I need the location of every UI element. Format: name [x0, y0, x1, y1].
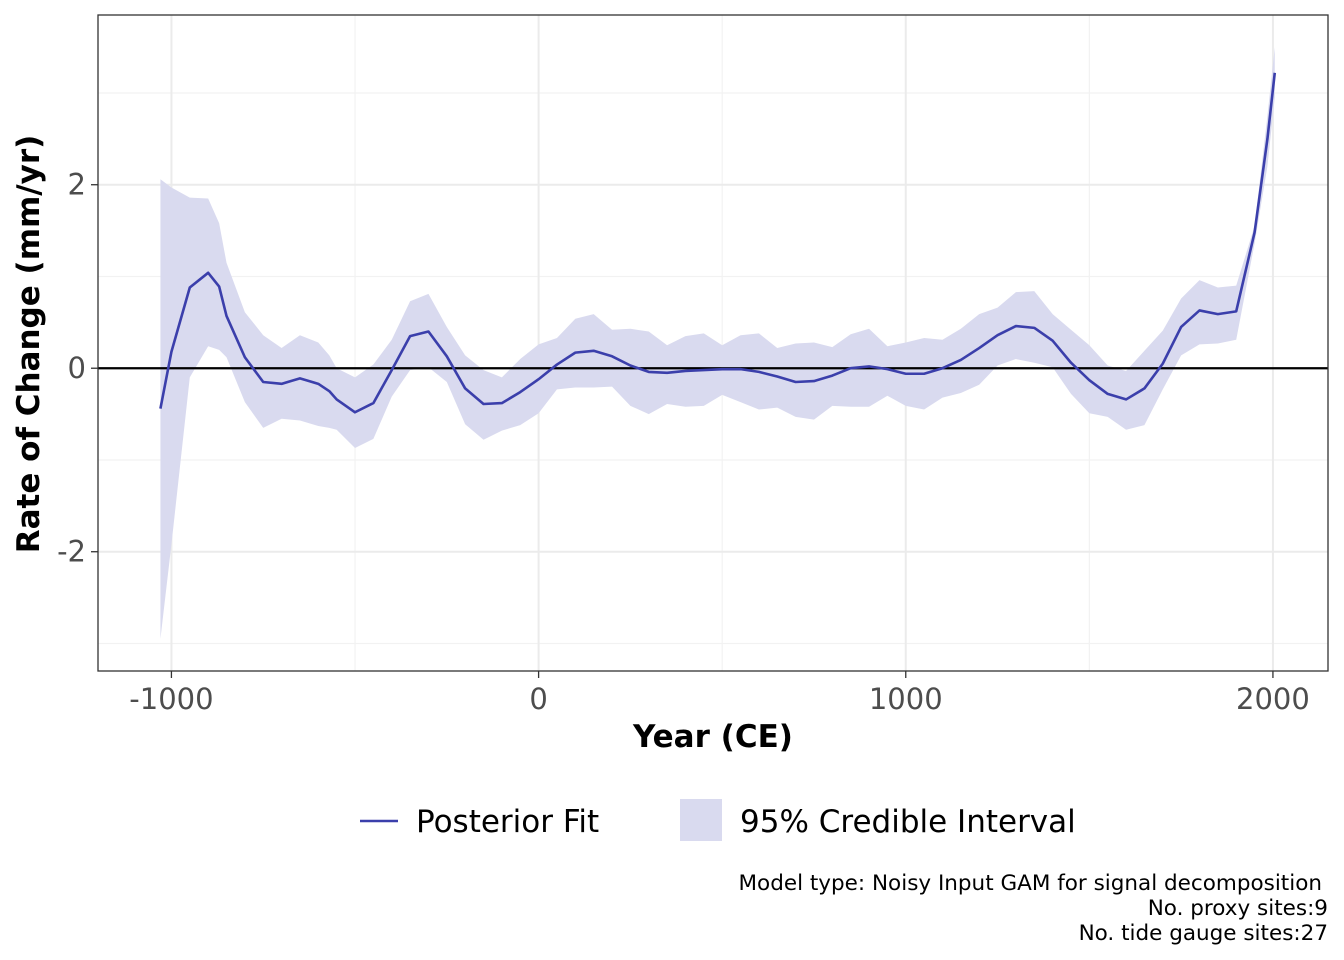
- grid-minor: [98, 15, 1328, 671]
- credible-interval-ribbon: [160, 47, 1275, 639]
- x-tick-label: -1000: [129, 682, 213, 716]
- legend: Posterior Fit 95% Credible Interval: [360, 799, 1076, 841]
- legend-label-credible-interval: 95% Credible Interval: [740, 804, 1076, 840]
- caption-tide-gauge-sites: No. tide gauge sites:27: [1079, 921, 1328, 946]
- y-axis: -2 0 2: [57, 168, 98, 569]
- x-axis: -1000 0 1000 2000: [129, 671, 1310, 716]
- plot-panel: [97, 14, 1329, 672]
- caption-model-type: Model type: Noisy Input GAM for signal d…: [738, 871, 1322, 896]
- y-tick-label: 0: [68, 351, 86, 385]
- caption: Model type: Noisy Input GAM for signal d…: [738, 871, 1328, 946]
- x-tick-label: 2000: [1236, 682, 1310, 716]
- y-tick-label: -2: [57, 535, 86, 569]
- caption-proxy-sites: No. proxy sites:9: [1148, 896, 1328, 921]
- legend-label-posterior-fit: Posterior Fit: [416, 804, 599, 840]
- x-axis-title: Year (CE): [632, 719, 793, 755]
- legend-key-credible-interval: [680, 799, 722, 841]
- y-tick-label: 2: [68, 168, 86, 202]
- posterior-fit-line: [159, 72, 1277, 414]
- x-tick-label: 0: [529, 682, 547, 716]
- y-axis-title: Rate of Change (mm/yr): [11, 135, 47, 554]
- plot-panel-border: [97, 14, 1329, 672]
- x-tick-label: 1000: [869, 682, 943, 716]
